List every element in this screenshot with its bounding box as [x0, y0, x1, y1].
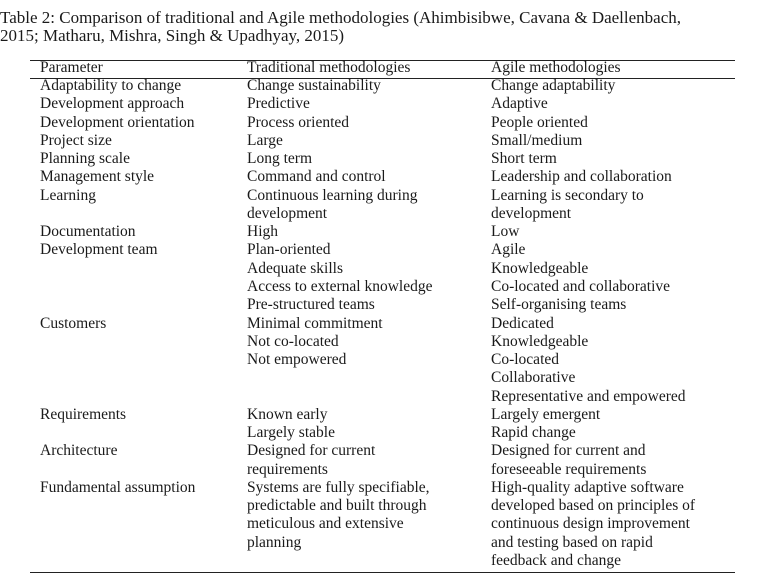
cell-text: Representative and empowered [491, 387, 686, 405]
cell-text: High [247, 223, 278, 241]
parameter-text: Fundamental assumption [40, 478, 196, 496]
cell-text: Adequate skills [247, 259, 343, 277]
cell-text: Co-located [491, 351, 560, 369]
header-cell: Parameter [40, 59, 103, 76]
cell-text: Knowledgeable [491, 332, 589, 350]
cell-text: planning [247, 533, 302, 551]
cell-text: People oriented [491, 113, 588, 131]
cell-text: Minimal commitment [247, 314, 383, 332]
cell-text: Predictive [247, 95, 310, 113]
bottom-rule [30, 572, 735, 573]
cell-text: developed based on principles of [491, 497, 696, 515]
cell-text: requirements [247, 460, 328, 478]
parameter-text: Management style [40, 168, 155, 186]
header-rule [30, 78, 735, 79]
caption-line: Table 2: Comparison of traditional and A… [0, 8, 682, 27]
parameter-text: Development team [40, 241, 158, 259]
cell-text: Change sustainability [247, 77, 381, 94]
cell-text: Not empowered [247, 351, 347, 369]
cell-text: Process oriented [247, 113, 350, 131]
cell-text: Adaptive [491, 95, 548, 113]
cell-text: Long term [247, 150, 312, 168]
cell-text: Known early [247, 405, 328, 423]
cell-text: Not co-located [247, 332, 339, 350]
cell-text: Plan-oriented [247, 241, 331, 259]
cell-text: Continuous learning during [247, 186, 418, 204]
cell-text: Self-organising teams [491, 296, 627, 314]
cell-text: Low [491, 223, 520, 241]
cell-text: Leadership and collaboration [491, 168, 672, 186]
caption-line: 2015; Matharu, Mishra, Singh & Upadhyay,… [0, 26, 345, 45]
cell-text: Rapid change [491, 424, 576, 442]
cell-text: Agile [491, 241, 526, 259]
header-cell: Agile methodologies [491, 59, 621, 76]
cell-text: feedback and change [491, 552, 621, 570]
cell-text: Knowledgeable [491, 259, 589, 277]
cell-text: foreseeable requirements [491, 460, 647, 478]
cell-text: Largely stable [247, 424, 335, 442]
cell-text: meticulous and extensive [247, 515, 404, 533]
cell-text: continuous design improvement [491, 515, 690, 533]
parameter-text: Requirements [40, 405, 127, 423]
parameter-text: Development orientation [40, 113, 195, 131]
parameter-text: Development approach [40, 95, 185, 113]
cell-text: and testing based on rapid [491, 533, 653, 551]
top-rule [30, 60, 735, 61]
cell-text: Dedicated [491, 314, 554, 332]
cell-text: Largely emergent [491, 405, 601, 423]
parameter-text: Documentation [40, 223, 136, 241]
cell-text: Co-located and collaborative [491, 277, 671, 295]
cell-text: Pre-structured teams [247, 296, 375, 314]
cell-text: Small/medium [491, 131, 583, 149]
cell-text: Change adaptability [491, 77, 616, 94]
cell-text: High-quality adaptive software [491, 478, 684, 496]
parameter-text: Learning [40, 186, 96, 204]
header-cell: Traditional methodologies [247, 59, 411, 76]
parameter-text: Planning scale [40, 150, 130, 168]
cell-text: predictable and built through [247, 497, 427, 515]
cell-text: Collaborative [491, 369, 576, 387]
cell-text: Learning is secondary to [491, 186, 644, 204]
parameter-text: Adaptability to change [40, 77, 182, 94]
cell-text: Access to external knowledge [247, 277, 433, 295]
cell-text: Large [247, 131, 283, 149]
cell-text: development [491, 204, 572, 222]
cell-text: development [247, 204, 328, 222]
cell-text: Short term [491, 150, 557, 168]
cell-text: Designed for current [247, 442, 376, 460]
parameter-text: Project size [40, 131, 112, 149]
cell-text: Command and control [247, 168, 386, 186]
cell-text: Systems are fully specifiable, [247, 478, 430, 496]
cell-text: Designed for current and [491, 442, 646, 460]
parameter-text: Architecture [40, 442, 118, 460]
parameter-text: Customers [40, 314, 107, 332]
